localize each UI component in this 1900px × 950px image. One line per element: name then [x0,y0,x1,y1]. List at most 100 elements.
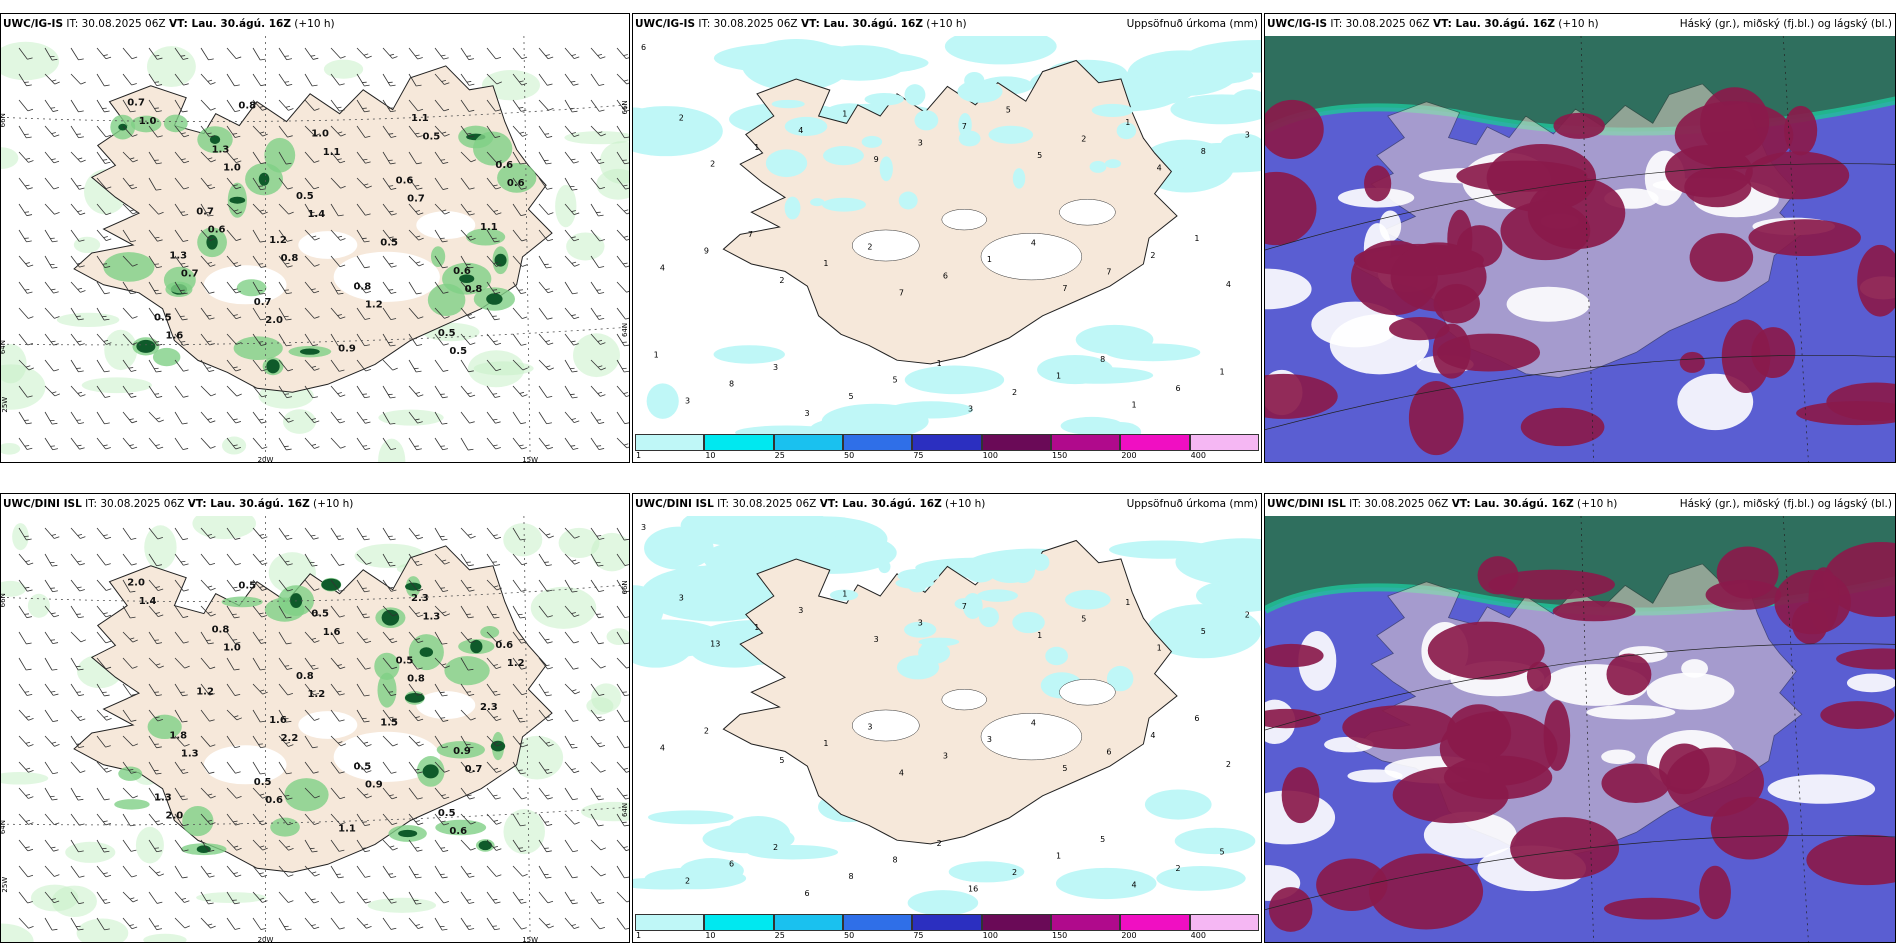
wind-barb [70,359,84,373]
wind-barb [226,151,242,163]
precip-value-label: 0.5 [396,655,414,666]
wind-barb [564,553,580,565]
wind-barb [122,307,138,319]
wind-barb [200,385,216,397]
precip-value-label: 1.6 [166,331,184,342]
wind-barb [200,579,216,591]
wind-barb [70,281,86,293]
wind-barb [564,891,578,905]
wind-barb [44,437,59,451]
accum-value-label: 1 [1157,644,1162,653]
accum-value-label: 7 [962,122,967,131]
wind-barb [278,437,292,451]
wind-barb [252,281,266,295]
wind-barb [226,437,242,450]
accum-value-label: 7 [1062,284,1067,293]
wind-barb [512,73,527,86]
accum-value-label: 6 [943,272,948,281]
wind-barb [538,605,553,618]
wind-barb [616,255,629,268]
wind-barb [486,917,500,931]
wind-barb [512,385,528,397]
wind-barb [356,735,372,747]
wind-barb [538,177,553,190]
wind-barb [538,385,553,398]
wind-barb [96,787,110,801]
precip-wind-map: 0.7 1.2 1.1 1.3 1.0 0.6 1.3 0.8 0.6 0.7 0.6 0.5 0.5 0… [1,36,629,463]
wind-barb [408,229,424,241]
accum-value-label: 5 [1006,105,1011,114]
wind-barb [616,125,629,139]
accum-value-label: 6 [729,860,734,869]
wind-barb [616,735,629,749]
wind-barb [408,631,424,644]
wind-barb [460,73,475,86]
panel-header: UWC/DINI ISL IT: 30.08.2025 06Z VT: Lau.… [1,494,629,514]
wind-barb [356,307,371,320]
wind-barb [304,605,320,617]
wind-barb [70,787,84,801]
wind-barb [330,917,345,930]
valid-time: VT: Lau. 30.ágú. 16Z [187,498,310,510]
wind-barb [590,385,606,397]
wind-barb [96,411,110,425]
wind-barb [252,385,268,398]
colorbar: 1 10 25 50 75 100 150 200 400 [635,434,1259,460]
wind-barb [18,683,33,696]
lat-label: 66N [1,593,7,607]
wind-barb [122,683,137,696]
wind-barb [18,735,34,747]
wind-barb [278,47,293,61]
wind-barb [382,787,398,800]
wind-barb [434,787,450,800]
wind-barb [616,437,629,449]
colorbar-swatch [843,914,913,931]
wind-barb [96,761,112,773]
wind-barb [18,437,33,450]
wind-barb [616,281,629,293]
wind-barb [408,177,423,190]
panel-header: UWC/IG-IS IT: 30.08.2025 06Z VT: Lau. 30… [1,14,629,34]
lat-label: 64N [621,323,629,337]
wind-barb [382,917,397,930]
wind-barb [590,683,605,696]
wind-barb [18,151,34,163]
wind-barb [512,865,528,877]
wind-barb [96,579,112,591]
wind-barb [486,359,502,372]
accum-value-label: 2 [710,159,715,168]
wind-barb [148,631,163,645]
wind-barb [304,125,320,137]
wind-barb [486,787,501,800]
wind-barb [70,839,84,853]
precip-value-label: 1.3 [169,250,187,261]
wind-barb [226,553,241,566]
wind-barb [356,151,371,164]
wind-barb [486,255,502,267]
lon-label: 15W [522,456,538,463]
wind-barb [278,657,293,670]
wind-barb [148,579,164,592]
wind-barb [434,605,450,617]
wind-barb [564,333,579,346]
wind-barb [356,125,371,138]
wind-barb [512,735,528,748]
wind-barb [18,385,33,398]
wind-barb [356,203,371,216]
wind-barb [44,891,60,904]
wind-barb [18,203,33,217]
accum-value-label: 1 [842,590,847,599]
wind-barb [382,839,398,851]
wind-barb [564,99,578,113]
wind-barb [616,177,629,190]
wind-barb [538,47,554,60]
wind-barb [174,411,188,425]
precip-value-label: 1.0 [311,129,329,140]
precip-value-label: 2.2 [281,733,299,744]
wind-barb [174,125,190,138]
wind-barb [278,605,292,619]
cloud-cover-map [1265,36,1895,462]
wind-barb [460,709,476,721]
wind-barb [148,553,162,567]
accum-value-label: 2 [1176,864,1181,873]
